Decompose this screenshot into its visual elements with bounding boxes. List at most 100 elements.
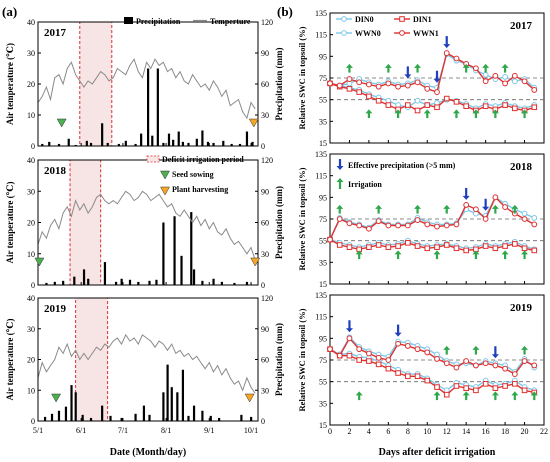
irrigation-arrow [501,250,509,260]
y-tick-label: 75 [319,74,327,83]
series-point-DIN1 [385,365,392,372]
series-point-DIN1 [531,104,538,111]
x-tick-label: 7/1 [118,426,128,435]
series-point-WWN1 [346,335,353,342]
legend-marker-WWN1 [399,30,405,36]
series-point-DIN1 [502,243,508,249]
series-point-WWN1 [473,65,479,72]
year-label: 2019 [44,303,67,315]
x-tick-label: 2 [347,427,351,436]
series-point-WWN1 [366,81,372,88]
precip-bar [101,405,104,421]
precip-bar [187,142,190,146]
irrigation-arrow [443,204,451,214]
precip-bar [156,68,159,146]
precip-bar [70,385,73,421]
series-point-WWN1 [473,362,479,369]
temperature-line [37,58,256,120]
series-point-DIN1 [424,377,431,384]
temperature-line [37,333,256,394]
y-tick-label: 55 [319,378,327,387]
legend-label-WWN1: WWN1 [413,29,439,38]
precip-bar [147,68,150,146]
series-line-DIN1 [329,82,535,112]
series-point-WWN1 [492,194,499,201]
series-point-WWN1 [404,343,411,349]
series-point-DIN1 [414,243,421,249]
effective-precip-arrow [394,324,402,337]
y2-tick-label: 0 [261,417,265,426]
series-point-DIN1 [492,245,499,252]
x-tick-label: 9/1 [204,426,214,435]
swc-subplot-2018: 15 35 55 75 95 115 135 Relative SWC in topsoil … [297,150,545,289]
series-point-DIN1 [434,104,440,111]
year-label: 2017 [44,27,67,39]
series-point-WWN1 [482,78,489,85]
irrigation-arrow-head [501,250,509,255]
legend-deficit-swatch [146,155,160,163]
series-point-WWN1 [414,346,421,353]
effective-precip-arrow [433,70,441,83]
y-tick-label: 30 [27,325,35,334]
weather-subplot-2018: 0 10 20 30 40 0 30 60 90 120 Air temperature (℃) Pr… [5,156,284,290]
precip-bar [201,410,204,421]
y-tick-label: 40 [27,294,35,303]
y-tick-label: 15 [319,139,327,148]
y-tick-label: 20 [27,80,35,89]
series-point-WWN1 [346,76,353,82]
y-tick-label: 0 [31,417,35,426]
y2-axis-title: Precipitation (mm) [274,323,284,396]
precip-bar [195,138,198,146]
irrigation-arrow [491,109,499,119]
series-point-WWN1 [453,55,460,62]
plant-harvesting-marker [250,257,261,267]
y-tick-label: 0 [31,281,35,290]
y2-tick-label: 0 [261,142,265,151]
series-point-WWN1 [453,364,460,371]
irrigation-arrow [530,391,538,401]
series-point-WWN1 [502,365,508,372]
irrigation-arrow-head [521,250,529,255]
x-tick-label: 8/1 [161,426,171,435]
precip-bar [81,414,84,421]
series-line-WWN1 [329,337,535,376]
precip-bar [120,278,123,285]
precip-bar [176,392,179,421]
panel-a-label: (a) [2,4,17,19]
series-point-WWN1 [375,354,382,361]
irrigation-arrow-head [375,204,383,209]
y2-tick-label: 60 [261,219,269,228]
irrigation-arrow-head [491,204,499,209]
irrigation-arrow [394,250,402,260]
series-point-DIN1 [375,242,382,248]
y-tick-label: 95 [319,52,327,61]
legend-label-DIN0: DIN0 [355,15,374,24]
irrigation-arrow [491,391,499,401]
series-point-DIN1 [434,384,440,390]
series-point-WWN1 [511,72,518,79]
irrigation-arrow [423,109,431,119]
plant-harvesting-marker [248,118,259,128]
irrigation-arrow [414,63,422,73]
y2-axis-title: Precipitation (mm) [274,47,284,120]
y-tick-label: 55 [319,237,327,246]
legend-temp-label: Temperture [210,17,251,26]
precip-bar [87,278,90,285]
series-point-DIN1 [375,97,382,104]
series-line-WWN0 [329,196,535,240]
series-point-WWN1 [424,349,431,356]
precip-bar [245,131,249,146]
y-tick-label: 10 [27,386,35,395]
series-point-DIN1 [424,102,431,108]
precip-bar [103,262,107,285]
effective-precip-arrow-head [345,328,353,333]
series-point-WWN1 [414,79,421,86]
series-point-DIN0 [414,97,421,104]
effective-precip-arrow-head [491,354,499,359]
series-point-WWN1 [521,216,528,222]
y-tick-label: 20 [27,219,35,228]
precip-bar [109,415,112,421]
irrigation-arrow [482,63,490,73]
irrigation-arrow [345,63,353,73]
legend-irrigation-arrow [336,178,344,189]
